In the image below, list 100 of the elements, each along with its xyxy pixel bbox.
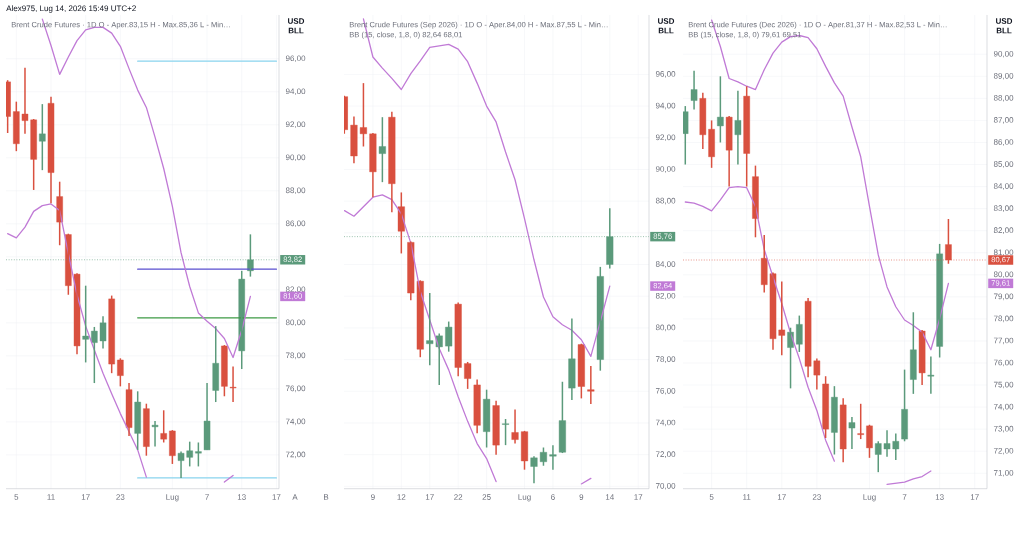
text: A (292, 494, 298, 500)
y-tick-label: 80,00 (655, 324, 676, 332)
candlestick (483, 388, 491, 449)
y-tick-label: 94,00 (655, 102, 676, 110)
y-tick-label: 88,00 (993, 95, 1014, 102)
x-tick-label: 6 (551, 494, 555, 500)
candlestick (39, 103, 46, 171)
x-tick-label: 23 (812, 494, 821, 500)
y-tick-label: 73,00 (993, 425, 1014, 433)
x-tick-label: 14 (605, 494, 614, 500)
x-tick-label: 17 (425, 494, 434, 500)
x-tick-label: 17 (272, 494, 281, 500)
candlestick (212, 325, 219, 403)
y-tick-label: 72,00 (655, 451, 676, 458)
candlestick (117, 357, 124, 388)
x-tick-label: 17 (634, 494, 643, 500)
y-axis-title: USD BLL (658, 18, 675, 34)
y-tick-label: 87,00 (993, 117, 1014, 124)
y-tick-label: 92,00 (285, 121, 306, 129)
y-tick-label: 71,00 (993, 469, 1014, 477)
candlestick (125, 382, 133, 437)
x-tick-label: 12 (397, 494, 406, 500)
x-tick-label: 25 (482, 494, 491, 500)
y-tick-label: 80,00 (993, 271, 1014, 279)
y-tick-label: 82,00 (285, 286, 306, 294)
x-tick-label: 11 (743, 494, 751, 500)
y-tick-label: 74,00 (993, 403, 1014, 411)
x-tick-label: Lug (863, 494, 876, 502)
y-tick-label: 85,00 (993, 161, 1014, 168)
candlestick (822, 375, 829, 439)
text: Alex975, Lug 14, 2026 15:49 UTC+2 (6, 5, 136, 13)
candlestick (743, 85, 750, 188)
x-tick-label: 11 (47, 494, 55, 500)
x-tick-label: 17 (970, 494, 979, 500)
y-tick-label: 84,00 (993, 183, 1014, 190)
candlestick (910, 311, 917, 395)
candlestick (160, 409, 167, 444)
x-tick-label: 7 (902, 494, 907, 500)
y-tick-label: 78,00 (993, 315, 1014, 323)
y-tick-label: 82,00 (993, 227, 1014, 234)
candlestick (195, 441, 202, 468)
candlestick (464, 361, 472, 390)
candlestick (587, 365, 595, 405)
candlestick (378, 116, 386, 183)
candlestick (558, 381, 566, 454)
y-tick-label: 72,00 (993, 447, 1014, 455)
candlestick (169, 429, 176, 465)
candlestick (839, 397, 847, 463)
y-tick-label: 83,00 (993, 205, 1014, 212)
y-tick-label: 78,00 (655, 356, 676, 363)
y-tick-label: 82,00 (655, 292, 676, 300)
y-axis-title: USD BLL (996, 18, 1013, 34)
candlestick (796, 314, 803, 353)
x-tick-label: 5 (14, 494, 19, 500)
x-tick-label: 13 (935, 494, 944, 500)
candlestick (502, 418, 510, 446)
candlestick (134, 390, 141, 451)
x-tick-label: 13 (237, 494, 246, 500)
y-tick-label: 77,00 (993, 337, 1014, 345)
y-tick-label: 84,00 (655, 261, 676, 268)
x-tick-label: 9 (371, 494, 375, 500)
y-tick-label: 80,00 (285, 319, 306, 327)
y-tick-label: 89,00 (993, 73, 1014, 80)
candlestick (151, 420, 159, 448)
y-tick-label: 76,00 (285, 385, 306, 393)
candlestick (927, 355, 935, 395)
candlestick (901, 368, 908, 443)
y-tick-label: 96,00 (655, 71, 676, 78)
y-tick-label: 74,00 (655, 419, 676, 427)
y-tick-label: 90,00 (655, 166, 676, 173)
y-tick-label: 96,00 (285, 55, 306, 63)
y-tick-label: 88,00 (655, 197, 676, 205)
candlestick (445, 320, 453, 353)
candlestick (108, 294, 115, 374)
candlestick (596, 266, 604, 372)
candlestick (717, 75, 724, 144)
candlestick (683, 105, 689, 166)
x-tick-label: 22 (454, 494, 463, 500)
candlestick (734, 89, 742, 166)
candlestick (848, 416, 856, 450)
y-tick-label: 88,00 (285, 187, 306, 195)
candlestick (866, 424, 873, 459)
candlestick (549, 444, 557, 471)
candlestick (857, 403, 864, 440)
candlestick (229, 365, 237, 403)
y-tick-label: 76,00 (655, 387, 676, 395)
candlestick (690, 70, 698, 111)
x-tick-label: 17 (81, 494, 90, 500)
y-tick-label: 86,00 (285, 220, 306, 228)
x-tick-label: 9 (579, 494, 584, 500)
x-tick-label: Lug (166, 494, 179, 502)
y-tick-label: 90,00 (285, 154, 306, 162)
y-tick-label: 78,00 (285, 352, 306, 360)
y-tick-label: 90,00 (993, 50, 1014, 58)
candlestick (221, 344, 228, 398)
x-tick-label: 7 (205, 494, 209, 500)
y-tick-label: 92,00 (655, 134, 676, 142)
x-tick-label: 5 (709, 494, 714, 500)
y-tick-label: 76,00 (993, 359, 1014, 367)
candlestick (203, 382, 211, 451)
